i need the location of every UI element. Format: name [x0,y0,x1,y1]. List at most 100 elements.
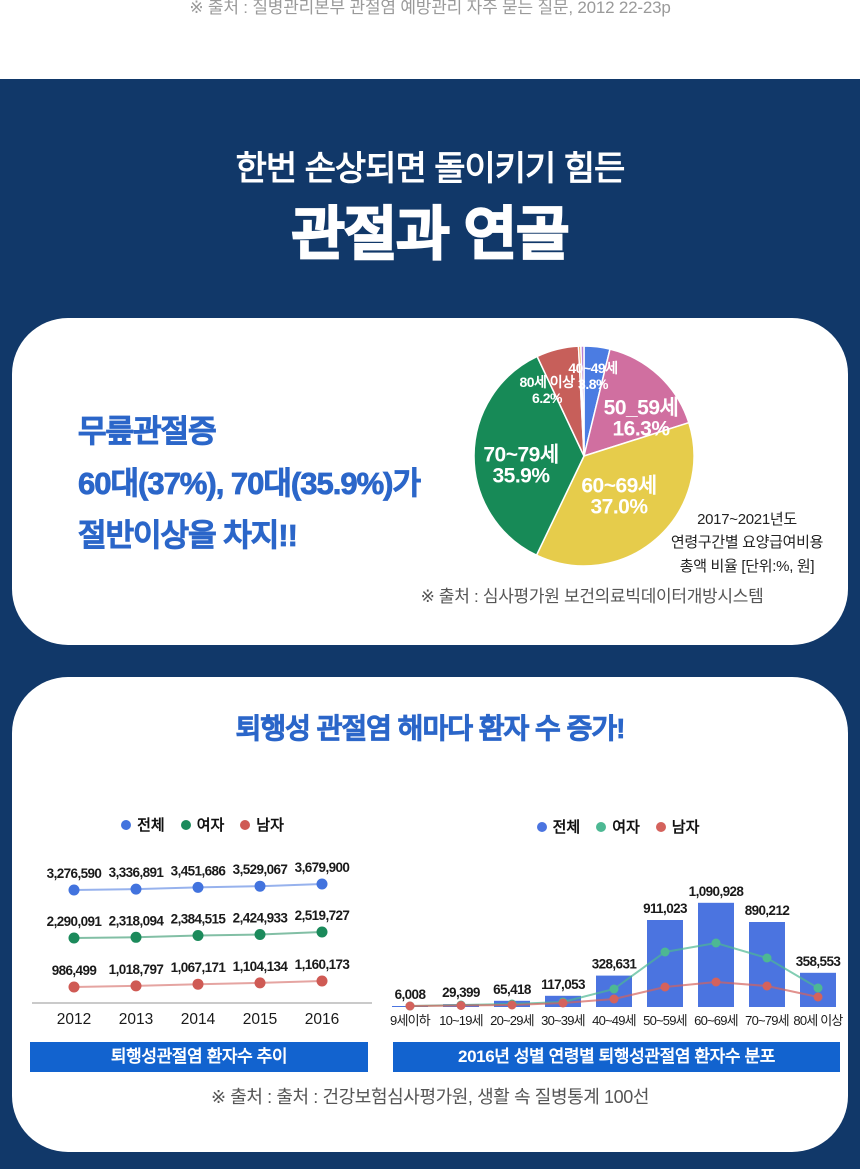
knee-arthritis-headline: 무릎관절증 60대(37%), 70대(35.9%)가 절반이상을 차지!! [78,406,422,562]
legend-item-전체: 전체 [536,816,581,837]
dist-x-tick-30~39세: 30~39세 [541,1013,585,1028]
dist-point [762,953,772,963]
trend-point [68,884,80,896]
pie-slice-70~79세 [473,355,585,556]
navy-section: 한번 손상되면 돌이키기 힘든 관절과 연골 무릎관절증 60대(37%), 7… [0,79,860,1169]
trend-x-tick-2013: 2013 [119,1011,153,1028]
pie-slice-50_59세 [583,348,690,457]
trend-value-label: 986,499 [52,963,97,978]
trend-point [254,880,266,892]
trend-point [316,926,328,938]
dist-point [507,1000,517,1010]
trend-value-label: 3,336,891 [109,865,165,880]
dist-value-label: 358,553 [796,954,842,969]
trend-point [316,878,328,890]
age-share-pie-chart: 40~49세 3.8% 50_59세 16.3% 60~69세 37.0% 70~79세 35… [473,345,695,567]
dist-point [609,984,619,994]
dist-bar-60~69세 [698,902,734,1007]
dist-point [813,983,823,993]
legend-item-전체: 전체 [121,814,165,835]
dist-x-tick-70~79세: 70~79세 [745,1013,789,1028]
trend-point [316,975,328,987]
trend-point [254,929,266,940]
dist-point [456,1001,466,1010]
trend-card-title: 퇴행성 관절염 해마다 환자 수 증가! [235,713,626,745]
trend-point [192,881,204,893]
pie-slice-small-6 [580,345,585,457]
trend-value-label: 2,318,094 [109,913,165,928]
trend-value-label: 2,384,515 [171,912,227,927]
pie-caption-line-2: 연령구간별 요양급여비용 [670,534,824,552]
legend-dot-icon [596,821,607,832]
trend-value-label: 2,424,933 [233,911,289,926]
dist-value-label: 911,023 [643,901,688,916]
trend-value-label: 3,451,686 [171,863,227,878]
dist-point [711,977,721,987]
dist-value-label: 1,090,928 [689,884,745,899]
legend-label: 남자 [256,817,284,834]
dist-x-tick-9세이하: 9세이하 [390,1013,431,1028]
dist-point [660,982,670,992]
legend-item-여자: 여자 [596,816,640,837]
dist-point [660,947,670,957]
top-source-text: ※ 출처 : 질병관리본부 관절염 예방관리 자주 묻는 질문, 2012 22… [189,0,671,17]
dist-value-label: 117,053 [541,977,586,992]
legend-item-남자: 남자 [655,816,699,837]
trend-point [68,981,80,993]
legend-dot-icon [121,819,132,830]
trend-value-label: 2,290,091 [47,914,103,929]
trend-value-label: 1,067,171 [171,960,227,975]
trend-x-tick-2015: 2015 [243,1011,277,1028]
age-distribution-bar-chart: 6,008 29,399 65,418 117,053 328,631 911,0231,… [390,884,844,1028]
dist-x-tick-10~19세: 10~19세 [439,1013,483,1028]
hero-title: 관절과 연골 [291,201,571,268]
distribution-chart-banner: 2016년 성별 연령별 퇴행성관절염 환자수 분포 [393,1042,840,1072]
pie-label-40~49세: 40~49세 3.8% [568,360,617,392]
pie-chart-caption: 2017~2021년도 연령구간별 요양급여비용 총액 비율 [단위:%, 원] [654,508,840,578]
pie-label-50_59세: 50_59세 16.3% [604,397,679,441]
dist-x-tick-50~59세: 50~59세 [643,1013,687,1028]
bottom-source-text: ※ 출처 : 출처 : 건강보험심사평가원, 생활 속 질병통계 100선 [210,1087,650,1107]
trend-value-label: 3,276,590 [47,866,102,881]
dist-value-label: 65,418 [493,982,532,997]
dist-point [558,998,568,1008]
dist-point [711,938,721,948]
dist-value-label: 328,631 [592,957,638,972]
trend-point [254,977,266,989]
trend-point [192,930,204,941]
arthritis-trend-card: 퇴행성 관절염 해마다 환자 수 증가! 전체 여자 남자 전체 여자 남자 2012 2… [12,677,848,1152]
trend-x-tick-2012: 2012 [57,1011,91,1028]
pie-label-70~79세: 70~79세 35.9% [483,444,558,488]
top-source-strip: ※ 출처 : 질병관리본부 관절염 예방관리 자주 묻는 질문, 2012 22… [0,0,860,79]
legend-label: 여자 [612,819,640,836]
dist-point [405,1001,415,1011]
trend-point [130,980,142,992]
pie-caption-line-1: 2017~2021년도 [697,511,797,528]
legend-item-남자: 남자 [240,814,284,835]
trend-value-label: 3,679,900 [295,860,350,875]
legend-label: 전체 [137,817,165,834]
dist-x-tick-20~29세: 20~29세 [490,1013,534,1028]
dist-x-tick-80세 이상: 80세 이상 [793,1013,843,1028]
legend-label: 전체 [552,819,581,836]
dist-x-tick-40~49세: 40~49세 [592,1013,636,1028]
trend-chart-legend: 전체 여자 남자 [30,814,375,835]
dist-point [609,994,619,1004]
trend-x-tick-2014: 2014 [181,1011,216,1028]
trend-value-label: 2,519,727 [295,908,350,923]
trend-point [192,978,204,990]
headline-line-1: 무릎관절증 [78,414,217,450]
pie-slice-60~69세 [535,421,695,567]
trend-value-label: 1,104,134 [233,959,289,974]
legend-item-여자: 여자 [180,814,225,835]
legend-label: 여자 [196,817,225,834]
dist-x-tick-60~69세: 60~69세 [694,1013,738,1028]
dist-point [762,981,772,991]
trend-chart-banner: 퇴행성관절염 환자수 추이 [30,1042,368,1072]
hero-subtitle: 한번 손상되면 돌이키기 힘든 [235,150,626,188]
trend-x-tick-2016: 2016 [305,1011,339,1028]
trend-point [130,931,142,943]
headline-line-2: 60대(37%), 70대(35.9%)가 [78,466,422,502]
legend-dot-icon [240,819,251,830]
